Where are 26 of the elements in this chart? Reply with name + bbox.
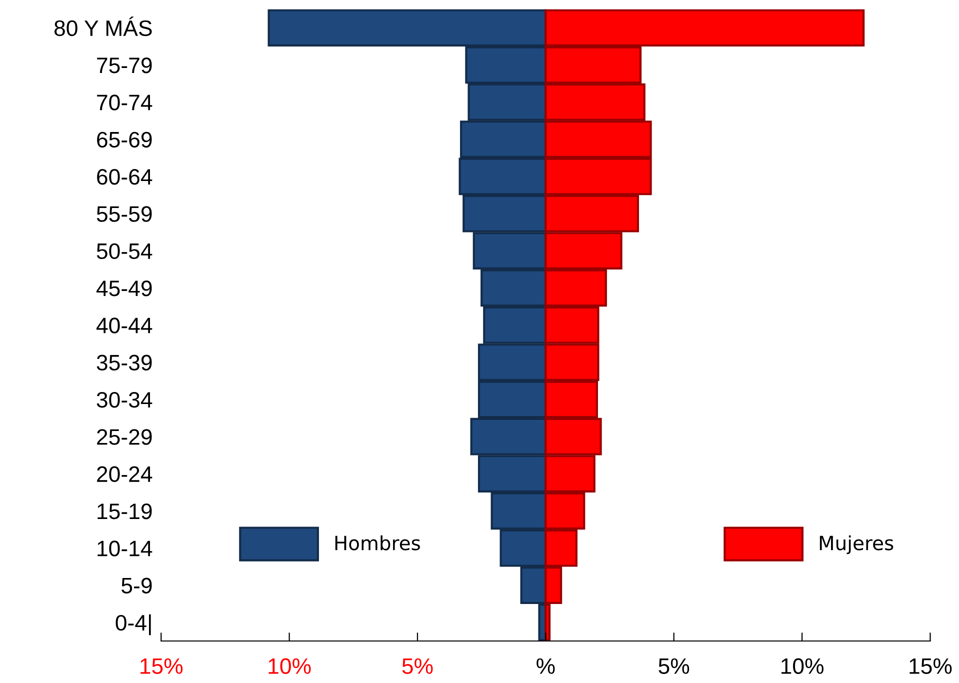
y-tick-label: 75-79 (97, 58, 152, 74)
y-tick-label: 80 Y MÁS (54, 16, 152, 36)
x-tick-label: 10% (268, 658, 311, 674)
x-tick-label: % (536, 658, 555, 674)
y-tick-label: 30-34 (96, 392, 152, 408)
y-tick-label: 55-59 (96, 206, 152, 222)
y-tick-label: 50-54 (96, 243, 152, 260)
x-tick-label: 10% (782, 658, 824, 674)
legend-label: Hombres (335, 535, 420, 550)
y-tick-label: 25-29 (97, 429, 152, 445)
y-tick-label: 45-49 (96, 280, 152, 296)
x-tick-label: 15% (140, 658, 183, 674)
y-tick-label: 65-69 (97, 132, 152, 148)
y-tick-label: 15-19 (98, 503, 152, 520)
x-tick-label: 5% (658, 658, 690, 674)
y-tick-label: 40-44 (96, 318, 152, 334)
y-tick-label: 20-24 (97, 466, 152, 482)
x-tick-label: 15% (910, 658, 952, 674)
y-tick-label: 5-9 (122, 578, 152, 594)
y-tick-label: 0-4| (116, 614, 151, 636)
y-tick-label: 70-74 (97, 94, 152, 110)
y-tick-label: 10-14 (98, 540, 152, 556)
x-tick-label: 5% (402, 658, 433, 674)
legend-label: Mujeres (820, 535, 894, 554)
y-tick-label: 60-64 (97, 168, 152, 185)
y-tick-label: 35-39 (96, 354, 152, 371)
